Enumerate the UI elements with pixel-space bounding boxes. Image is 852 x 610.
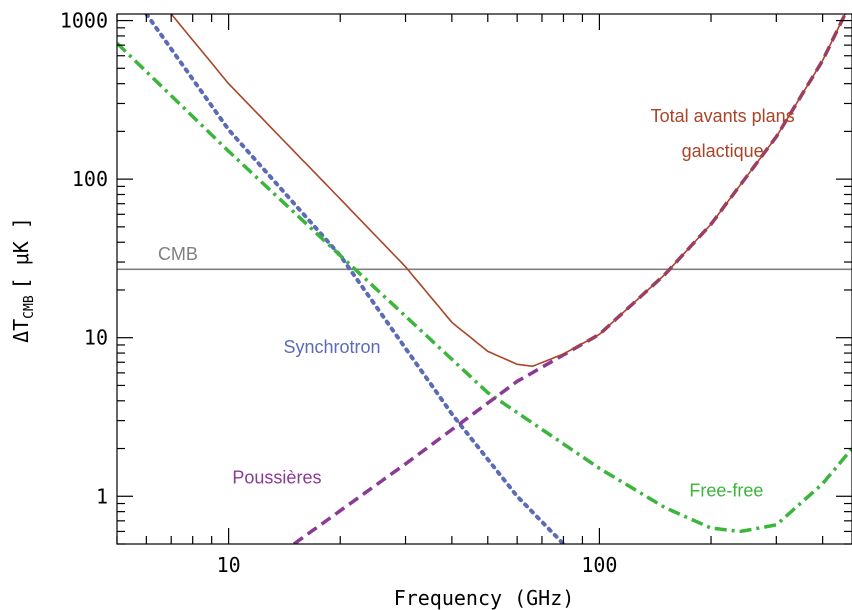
y-tick-label: 100 xyxy=(72,167,108,191)
ticks-layer: 10 100 1 10 100 1000 xyxy=(60,9,852,577)
y-axis-title-unit: [ μK ] xyxy=(9,217,33,289)
x-axis-title: Frequency (GHz) xyxy=(394,586,575,610)
x-tick-label: 100 xyxy=(581,553,617,577)
y-tick-label: 1000 xyxy=(60,9,108,33)
series-line-synchrotron xyxy=(144,14,566,544)
annotation-cmb: CMB xyxy=(158,244,198,264)
svg-text:ΔTCMB[ μK ]: ΔTCMB [ μK ] xyxy=(9,217,37,343)
x-tick-label: 10 xyxy=(217,553,241,577)
annotation-free-free: Free-free xyxy=(689,480,763,500)
series-line-poussi-res xyxy=(292,14,847,544)
series-line-free-free xyxy=(117,41,852,534)
y-axis-title-sub: CMB xyxy=(22,295,37,319)
y-tick-label: 1 xyxy=(96,484,108,508)
y-axis-title-main: ΔT xyxy=(9,319,33,343)
annotation-synchrotron: Synchrotron xyxy=(283,337,380,357)
plot-frame xyxy=(116,13,852,545)
annotation-layer: CMB Synchrotron Free-free Poussières Total a… xyxy=(158,106,795,500)
series-layer xyxy=(117,14,852,544)
series-line-total-avants-plans-galactique xyxy=(170,14,846,368)
annotation-poussi-res: Poussières xyxy=(232,468,321,488)
y-axis-title: ΔTCMB [ μK ] xyxy=(9,217,37,343)
y-tick-label: 10 xyxy=(84,326,108,350)
annotation-total-avants-plans: Total avants plans xyxy=(651,106,795,126)
annotation-galactique: galactique xyxy=(682,141,764,161)
